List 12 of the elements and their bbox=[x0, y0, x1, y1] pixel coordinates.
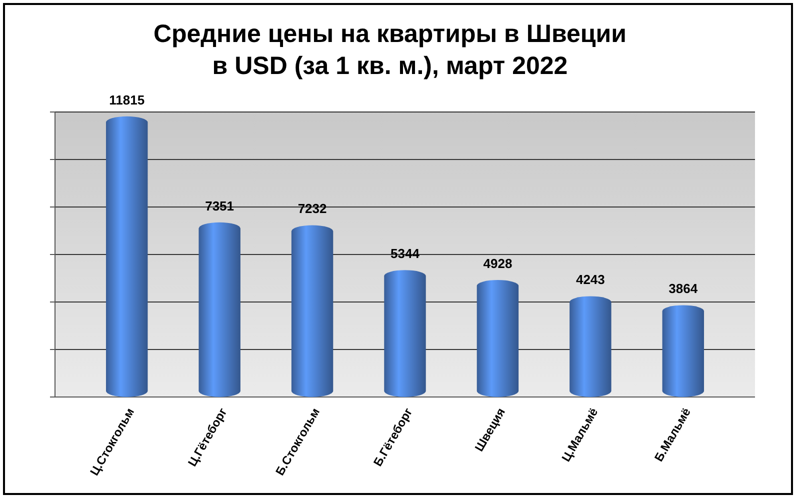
bar bbox=[570, 296, 612, 397]
bar bbox=[476, 280, 519, 397]
bar bbox=[291, 225, 334, 397]
bar bbox=[662, 305, 704, 397]
data-label: 4928 bbox=[483, 256, 512, 271]
data-label: 4243 bbox=[576, 272, 605, 288]
data-label: 3864 bbox=[668, 281, 698, 296]
chart-title: Средние цены на квартиры в Швеции в USD (за 1 кв. м.), март 2022 bbox=[153, 20, 627, 80]
data-label: 11815 bbox=[109, 92, 145, 108]
bar bbox=[198, 222, 240, 397]
bar bbox=[384, 270, 426, 397]
bar bbox=[106, 116, 148, 397]
